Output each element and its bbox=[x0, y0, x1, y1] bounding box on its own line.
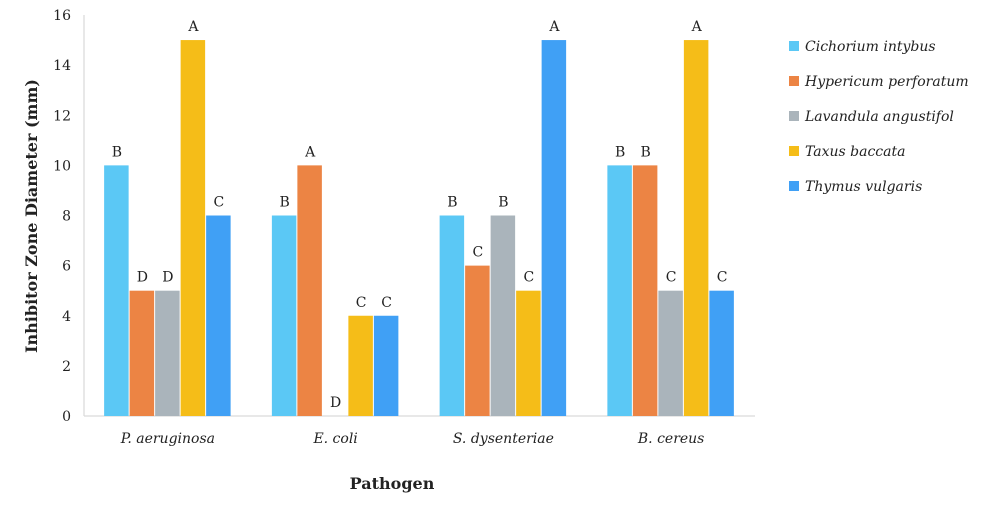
bar bbox=[516, 290, 541, 416]
bar bbox=[439, 215, 465, 416]
legend-swatch bbox=[789, 146, 799, 156]
x-axis-title: Pathogen bbox=[350, 474, 435, 493]
legend-label: Taxus baccata bbox=[805, 144, 905, 160]
data-label: B bbox=[498, 195, 508, 211]
legend: Cichorium intybus Hypericum perforatum Lav… bbox=[789, 39, 969, 195]
data-label: B bbox=[640, 144, 650, 160]
bar bbox=[541, 40, 567, 416]
legend-label: Thymus vulgaris bbox=[805, 179, 922, 195]
legend-swatch bbox=[789, 181, 799, 191]
legend-swatch bbox=[789, 111, 799, 121]
legend-swatch bbox=[789, 76, 799, 86]
category-label: S. dysenteriae bbox=[453, 431, 554, 447]
data-label: D bbox=[330, 395, 341, 411]
y-tick-label: 6 bbox=[62, 259, 71, 275]
data-label: D bbox=[162, 270, 173, 286]
y-tick-label: 16 bbox=[53, 8, 71, 24]
data-label: D bbox=[137, 270, 148, 286]
data-label: B bbox=[279, 195, 289, 211]
y-tick-labels: 0 2 4 6 8 10 12 14 16 bbox=[53, 8, 71, 425]
y-tick-label: 8 bbox=[62, 209, 71, 225]
category-labels: P. aeruginosa E. coli S. dysenteriae B. cer… bbox=[120, 431, 705, 447]
data-label: C bbox=[214, 195, 225, 211]
bar bbox=[155, 290, 180, 416]
bar bbox=[297, 165, 322, 416]
data-label: A bbox=[304, 144, 316, 160]
bar bbox=[129, 290, 155, 416]
legend-label: Cichorium intybus bbox=[805, 39, 936, 55]
bars bbox=[104, 40, 734, 416]
bar bbox=[490, 215, 516, 416]
legend-label: Hypericum perforatum bbox=[804, 74, 969, 90]
bar bbox=[206, 215, 231, 416]
data-label: C bbox=[473, 245, 484, 261]
bar bbox=[104, 165, 129, 416]
data-label: B bbox=[615, 144, 625, 160]
y-tick-label: 10 bbox=[53, 158, 71, 174]
y-tick-label: 2 bbox=[62, 359, 71, 375]
data-label: C bbox=[381, 295, 392, 311]
data-label: A bbox=[548, 19, 560, 35]
y-axis-title: Inhibitor Zone Diameter (mm) bbox=[22, 79, 41, 353]
data-label: B bbox=[112, 144, 122, 160]
data-label: C bbox=[356, 295, 367, 311]
bar bbox=[348, 315, 373, 416]
bar bbox=[607, 165, 632, 416]
data-label: B bbox=[447, 195, 457, 211]
y-tick-label: 4 bbox=[62, 309, 71, 325]
bar bbox=[465, 265, 490, 416]
data-label: C bbox=[666, 270, 677, 286]
y-tick-label: 12 bbox=[53, 108, 71, 124]
category-label: B. cereus bbox=[637, 431, 705, 447]
y-tick-label: 0 bbox=[62, 409, 71, 425]
data-label: C bbox=[524, 270, 535, 286]
category-label: E. coli bbox=[312, 431, 357, 447]
data-label: A bbox=[187, 19, 199, 35]
bar bbox=[632, 165, 658, 416]
bar bbox=[683, 40, 709, 416]
legend-label: Lavandula angustifol bbox=[804, 109, 954, 125]
category-label: P. aeruginosa bbox=[120, 431, 215, 447]
bar bbox=[373, 315, 399, 416]
y-tick-label: 14 bbox=[53, 58, 71, 74]
bar bbox=[658, 290, 683, 416]
bar bbox=[709, 290, 734, 416]
legend-swatch bbox=[789, 41, 799, 51]
data-label: C bbox=[717, 270, 728, 286]
bar bbox=[180, 40, 206, 416]
bar bbox=[271, 215, 297, 416]
data-label: A bbox=[691, 19, 703, 35]
